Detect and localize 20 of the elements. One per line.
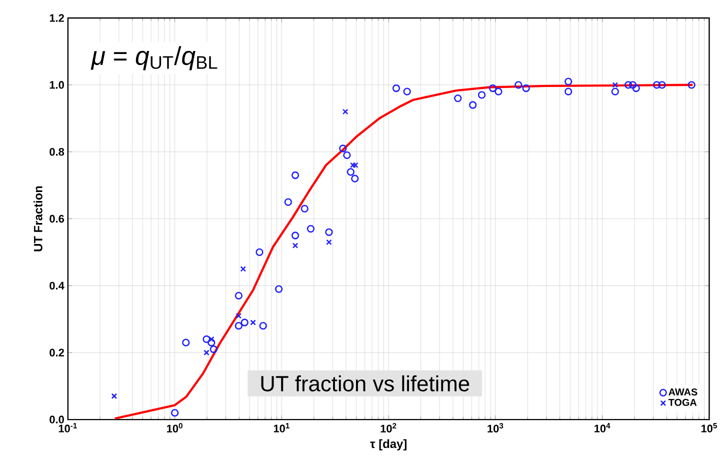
x-tick-label: 10$^{5}$ bbox=[701, 422, 717, 432]
legend-label: AWAS bbox=[668, 388, 698, 396]
legend-label: TOGA bbox=[668, 398, 697, 406]
x-tick-label: 10$^{2}$ bbox=[380, 422, 396, 432]
y-tick-label: 1.0 bbox=[50, 80, 64, 89]
x-tick-label: 10$^{1}$ bbox=[274, 422, 290, 432]
y-axis-title: UT Fraction bbox=[34, 186, 42, 251]
x-tick-label: 10$^{0}$ bbox=[167, 422, 182, 432]
y-tick-label: 0.4 bbox=[50, 282, 64, 290]
annotation: UT fraction vs lifetime bbox=[261, 375, 470, 392]
x-axis-title: τ [day] bbox=[370, 439, 406, 450]
y-tick-label: 1.2 bbox=[50, 14, 64, 22]
y-tick-label: 0.2 bbox=[50, 348, 64, 356]
x-tick-label: 10$^{3}$ bbox=[488, 422, 504, 432]
y-tick-label: 0.6 bbox=[50, 214, 64, 222]
y-tick-label: 0.8 bbox=[50, 148, 64, 156]
x-tick-label: 10$^{4}$ bbox=[594, 422, 610, 432]
annotation: μ = q$_{UT}$/q$_{BL}$ bbox=[90, 46, 218, 70]
x-tick-label: 10$^{-1}$ bbox=[58, 422, 77, 432]
y-tick-label: 0.0 bbox=[50, 415, 64, 424]
